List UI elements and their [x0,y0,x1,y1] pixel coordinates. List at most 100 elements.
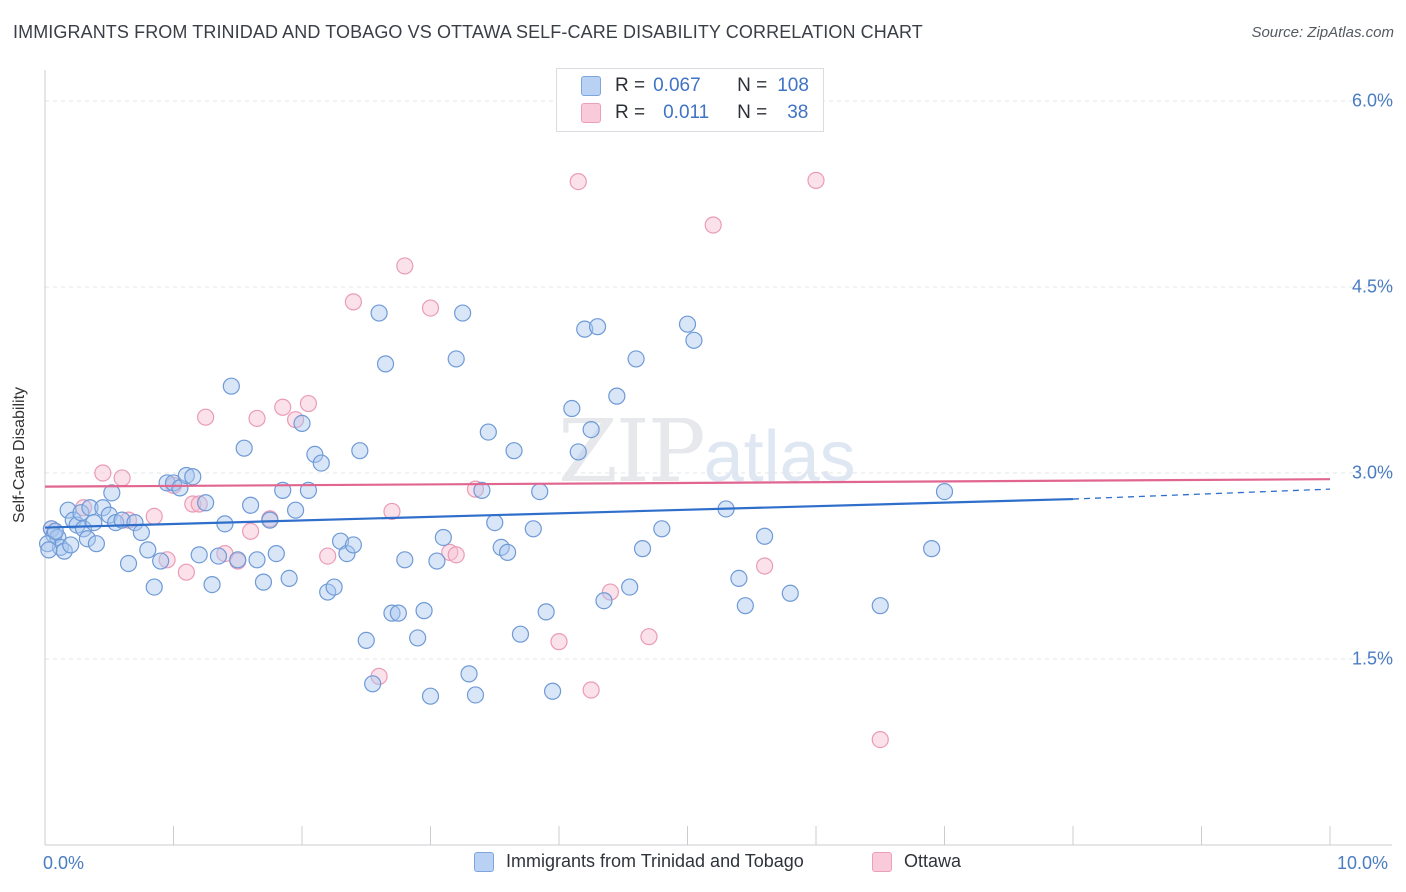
point-trinidad-60 [376,355,395,373]
point-trinidad-32 [197,494,215,512]
point-trinidad-80 [524,520,542,538]
point-trinidad-96 [685,331,703,349]
point-trinidad-92 [627,350,645,368]
point-trinidad-71 [460,665,478,683]
point-trinidad-14 [87,535,106,553]
point-ottawa-27 [550,633,568,651]
point-trinidad-99 [736,597,754,615]
point-trinidad-100 [755,527,774,545]
point-trinidad-105 [38,535,57,553]
y-tick-label-3: 6.0% [1351,90,1393,111]
point-ottawa-3 [113,469,131,487]
point-trinidad-39 [242,496,260,514]
point-ottawa-10 [197,408,215,426]
point-trinidad-33 [203,575,221,594]
point-trinidad-22 [132,523,150,542]
point-trinidad-72 [466,686,485,704]
point-trinidad-40 [248,551,266,569]
bottom-legend-series2: Ottawa [872,851,961,872]
point-trinidad-85 [569,443,587,461]
trendline-trinidad-extension [1072,488,1331,500]
point-ottawa-2 [94,464,112,482]
point-trinidad-66 [421,687,440,705]
point-ottawa-23 [396,257,414,275]
point-trinidad-70 [454,304,472,322]
legend-row-series2: R = 0.011 N = 38 [581,101,808,125]
chart-title: IMMIGRANTS FROM TRINIDAD AND TOBAGO VS O… [13,22,923,42]
point-trinidad-36 [222,377,240,395]
point-trinidad-74 [479,423,497,441]
point-ottawa-30 [601,583,620,601]
y-tick-label-2: 4.5% [1351,276,1393,297]
point-trinidad-106 [40,541,58,559]
point-trinidad-64 [409,629,427,647]
point-trinidad-83 [543,682,562,700]
point-trinidad-30 [184,468,202,486]
legend-r-value-series1: 0.067 [653,75,701,96]
point-trinidad-50 [312,454,330,472]
legend-row-series1: R = 0.067 N = 108 [581,74,809,98]
point-trinidad-98 [730,569,748,588]
point-trinidad-48 [299,481,318,499]
point-trinidad-95 [678,315,697,333]
point-trinidad-43 [267,544,285,563]
point-ottawa-20 [344,293,362,311]
point-trinidad-102 [871,597,889,615]
point-trinidad-35 [216,515,234,533]
point-ottawa-5 [145,507,163,526]
point-trinidad-59 [370,304,388,322]
point-trinidad-21 [126,513,144,532]
point-ottawa-34 [807,171,825,189]
point-ottawa-18 [299,394,318,413]
point-ottawa-13 [242,522,260,540]
point-ottawa-7 [177,563,195,581]
point-ottawa-29 [582,681,600,699]
point-trinidad-17 [103,484,121,502]
point-trinidad-89 [595,592,613,610]
legend-r-label: R = [615,75,646,96]
point-ottawa-9 [190,495,208,513]
legend-r-value-series2: 0.011 [663,102,710,123]
point-ottawa-35 [871,730,889,749]
point-trinidad-20 [119,554,138,573]
point-trinidad-54 [338,544,356,563]
trendline-trinidad [44,497,1074,529]
point-trinidad-31 [190,546,208,564]
point-trinidad-104 [935,483,954,501]
point-trinidad-68 [434,528,452,547]
y-tick-label-0: 1.5% [1351,648,1393,669]
point-trinidad-52 [325,578,343,596]
point-trinidad-38 [235,439,253,457]
stats-legend: R = 0.067 N = 108 R = 0.011 N = 38 [556,68,824,132]
bottom-legend-label-series1: Immigrants from Trinidad and Tobago [506,851,804,871]
legend-r-label: R = [615,102,646,123]
legend-n-value-series2: 38 [787,102,809,123]
point-ottawa-37 [158,551,176,569]
legend-swatch-blue [581,76,601,96]
point-trinidad-61 [383,604,401,622]
point-trinidad-90 [608,387,626,405]
y-axis-label: Self-Care Disability [11,386,28,524]
point-trinidad-81 [531,483,549,501]
point-trinidad-58 [364,675,382,693]
point-ottawa-8 [184,495,202,513]
legend-n-value-series1: 108 [777,75,809,96]
point-trinidad-6 [62,536,80,554]
point-ottawa-31 [640,628,658,646]
legend-n-label: N = [737,102,768,123]
legend-swatch-pink [581,103,601,123]
point-trinidad-62 [389,604,407,622]
point-trinidad-56 [351,442,369,460]
point-trinidad-11 [78,530,97,548]
point-trinidad-103 [923,540,941,558]
trendline-ottawa [44,478,1331,488]
point-trinidad-101 [781,584,799,602]
point-ottawa-16 [274,398,292,416]
point-trinidad-93 [633,540,652,558]
point-trinidad-10 [74,520,93,538]
point-trinidad-23 [139,541,157,559]
point-trinidad-88 [588,318,607,336]
point-ottawa-33 [755,557,774,575]
point-trinidad-65 [415,602,433,620]
